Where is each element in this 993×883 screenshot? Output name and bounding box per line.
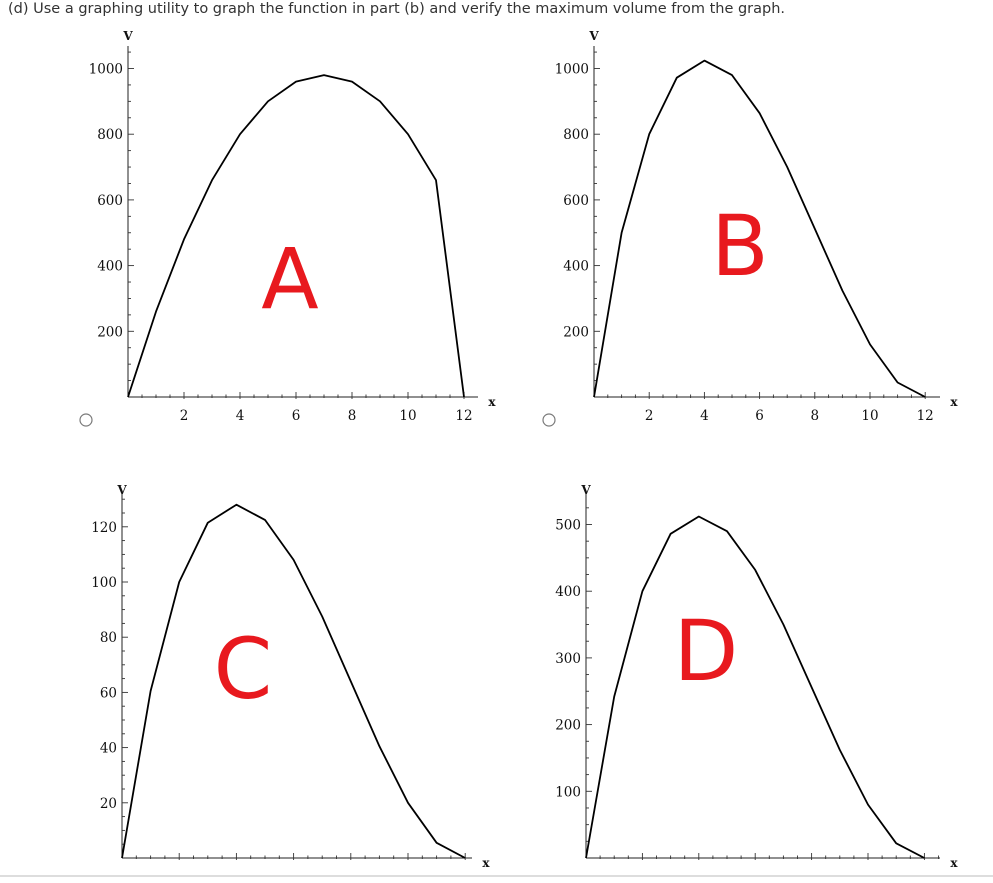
y-tick-label: 20 <box>100 796 117 812</box>
option-letter: A <box>261 230 318 328</box>
x-axis-title: x <box>482 856 490 870</box>
y-tick-label: 500 <box>555 518 581 534</box>
x-axis-title: x <box>950 856 958 870</box>
x-tick-label: 10 <box>399 408 416 424</box>
y-tick-label: 1000 <box>89 62 123 78</box>
option-letter: C <box>214 620 273 718</box>
y-tick-label: 100 <box>91 575 117 591</box>
y-tick-label: 40 <box>100 741 117 757</box>
y-tick-label: 1000 <box>555 62 589 78</box>
radio-option-b[interactable] <box>542 413 556 427</box>
y-tick-label: 100 <box>555 784 581 800</box>
option-letter: D <box>674 602 739 700</box>
y-tick-label: 400 <box>555 584 581 600</box>
y-axis-title: V <box>116 483 127 497</box>
x-tick-label: 2 <box>645 408 654 424</box>
x-tick-label: 6 <box>755 408 764 424</box>
y-tick-label: 800 <box>563 127 589 143</box>
y-tick-label: 600 <box>97 193 123 209</box>
y-axis-title: V <box>122 29 133 43</box>
y-tick-label: 200 <box>97 324 123 340</box>
chart-option-c: 20 40 60 80 100 120 Vx C <box>91 483 490 870</box>
x-tick-label: 4 <box>236 408 245 424</box>
x-tick-label: 12 <box>917 408 934 424</box>
x-tick-label: 4 <box>700 408 709 424</box>
x-axis-title: x <box>950 395 958 409</box>
option-letter: B <box>711 197 769 295</box>
y-tick-label: 400 <box>97 259 123 275</box>
x-tick-label: 8 <box>811 408 820 424</box>
x-tick-label: 8 <box>348 408 357 424</box>
x-tick-label: 6 <box>292 408 301 424</box>
x-tick-label: 12 <box>455 408 472 424</box>
x-tick-label: 10 <box>861 408 878 424</box>
x-tick-label: 2 <box>180 408 189 424</box>
y-tick-label: 800 <box>97 127 123 143</box>
series-curve <box>121 503 466 859</box>
y-tick-label: 300 <box>555 651 581 667</box>
y-tick-label: 120 <box>91 520 117 536</box>
y-tick-label: 60 <box>100 685 117 701</box>
y-axis-title: V <box>580 483 591 497</box>
chart-option-a: 200 400 600 800 1000 2 4 6 8 10 12 Vx A <box>89 29 497 424</box>
radio-option-a[interactable] <box>79 413 93 427</box>
question-text: (d) Use a graphing utility to graph the … <box>8 1 786 17</box>
chart-option-d: 100 200 300 400 500 Vx D <box>555 483 958 870</box>
series-curve <box>127 74 465 398</box>
x-axis-title: x <box>488 395 496 409</box>
chart-option-b: 200 400 600 800 1000 2 4 6 8 10 12 Vx B <box>555 29 959 424</box>
series-curve <box>593 59 926 398</box>
series-curve <box>585 515 925 859</box>
y-tick-label: 400 <box>563 259 589 275</box>
y-tick-label: 80 <box>100 630 117 646</box>
y-tick-label: 200 <box>555 718 581 734</box>
y-tick-label: 600 <box>563 193 589 209</box>
y-axis-title: V <box>588 29 599 43</box>
y-tick-label: 200 <box>563 324 589 340</box>
